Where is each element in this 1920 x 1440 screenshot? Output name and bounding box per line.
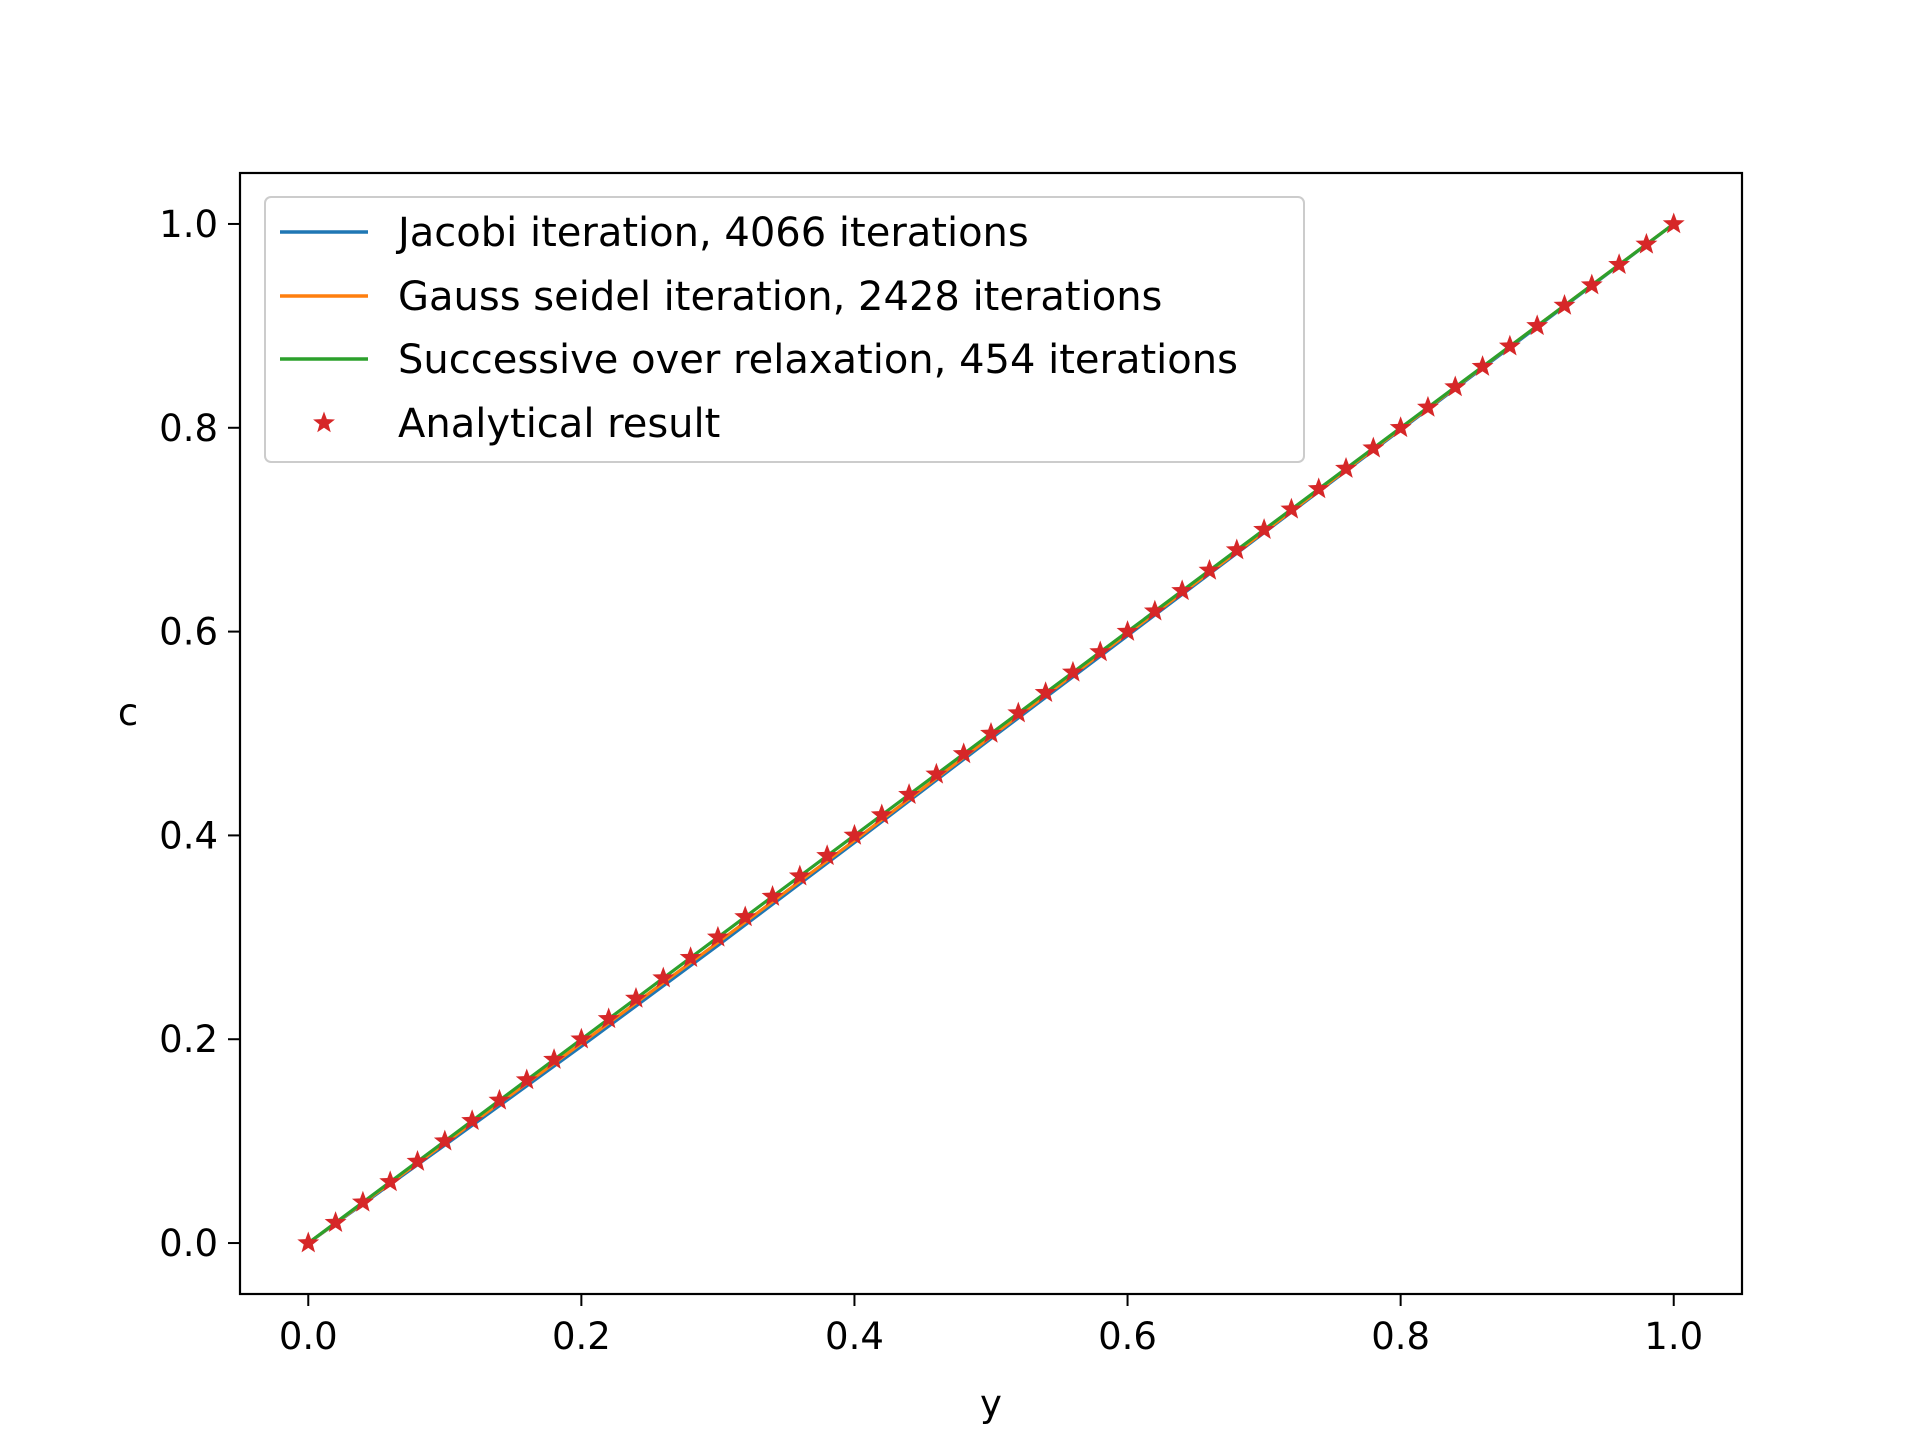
data-point-star [788,864,811,886]
data-point-star [1034,681,1057,703]
x-axis-label: y [980,1382,1002,1425]
y-tick-label: 0.6 [159,611,218,654]
data-point-star [816,844,839,866]
data-point-star [925,762,948,784]
data-point-star [734,905,757,927]
data-point-star [1171,579,1194,601]
data-point-star [1061,660,1084,682]
legend-entry-label: Successive over relaxation, 454 iteratio… [398,337,1238,383]
data-point-star [1389,416,1412,438]
data-point-star [679,946,702,967]
data-point-star [406,1150,429,1171]
data-point-star [1526,314,1549,336]
data-point-star [461,1109,484,1131]
data-point-star [1280,497,1303,519]
x-tick-label: 0.8 [1371,1315,1430,1358]
data-point-star [1471,355,1494,376]
data-point-star [543,1048,565,1069]
data-point-star [1580,273,1603,295]
data-point-star [1253,518,1276,539]
y-tick-label: 0.8 [159,407,218,450]
x-tick-label: 0.6 [1098,1315,1157,1358]
data-point-star [1307,477,1330,499]
legend-swatch-star [313,411,335,433]
data-point-star [898,783,921,804]
data-point-star [1608,253,1631,275]
data-point-star [1225,538,1248,560]
data-point-star [761,885,784,906]
data-point-star [570,1027,593,1049]
x-tick-label: 0.2 [552,1315,611,1358]
data-point-star [351,1190,374,1212]
data-point-star [433,1129,456,1151]
data-point-star [324,1211,347,1232]
x-tick-label: 0.0 [279,1315,338,1358]
x-tick-label: 1.0 [1644,1315,1703,1358]
data-point-star [652,966,675,988]
data-point-star [1335,457,1357,478]
data-point-star [1362,436,1385,458]
data-point-star [625,986,647,1008]
data-point-star [843,823,866,845]
data-point-star [597,1007,620,1029]
data-point-star [980,722,1002,743]
data-point-star [1198,558,1221,580]
data-point-star [1116,620,1139,641]
data-point-star [1498,334,1521,356]
plot-frame [238,171,1744,1296]
data-point-star [1635,232,1658,254]
data-point-star [515,1068,538,1090]
data-point-star [1553,293,1576,315]
ticks-layer: 0.0 0.2 0.4 0.6 0.8 1.0 0.0 0.2 0.4 0.6 0.8 1.0 [159,203,1703,1358]
data-point-star [870,803,893,825]
data-point-star [1007,701,1030,723]
legend-entry-label: Analytical result [398,401,720,447]
data-point-star [1662,212,1685,234]
data-point-star [297,1231,320,1253]
series-layer [297,212,1685,1253]
data-point-star [706,925,729,947]
data-point-star [488,1088,511,1110]
data-point-star [379,1170,402,1192]
legend: Jacobi iteration, 4066 iterations Gauss s… [264,196,1305,463]
data-point-star [1417,395,1439,417]
x-tick-label: 0.4 [825,1315,884,1358]
data-point-star [952,742,975,764]
y-tick-label: 1.0 [159,203,218,246]
legend-entry-label: Jacobi iteration, 4066 iterations [395,210,1029,256]
data-point-star [1444,375,1467,397]
legend-entry-label: Gauss seidel iteration, 2428 iterations [398,274,1162,320]
y-tick-label: 0.2 [159,1018,218,1061]
y-tick-label: 0.4 [159,814,218,857]
y-tick-label: 0.0 [159,1222,218,1265]
legend-box [264,196,1305,463]
data-point-star [1089,640,1112,662]
data-point-star [1143,599,1166,621]
y-axis-label: c [118,691,138,734]
